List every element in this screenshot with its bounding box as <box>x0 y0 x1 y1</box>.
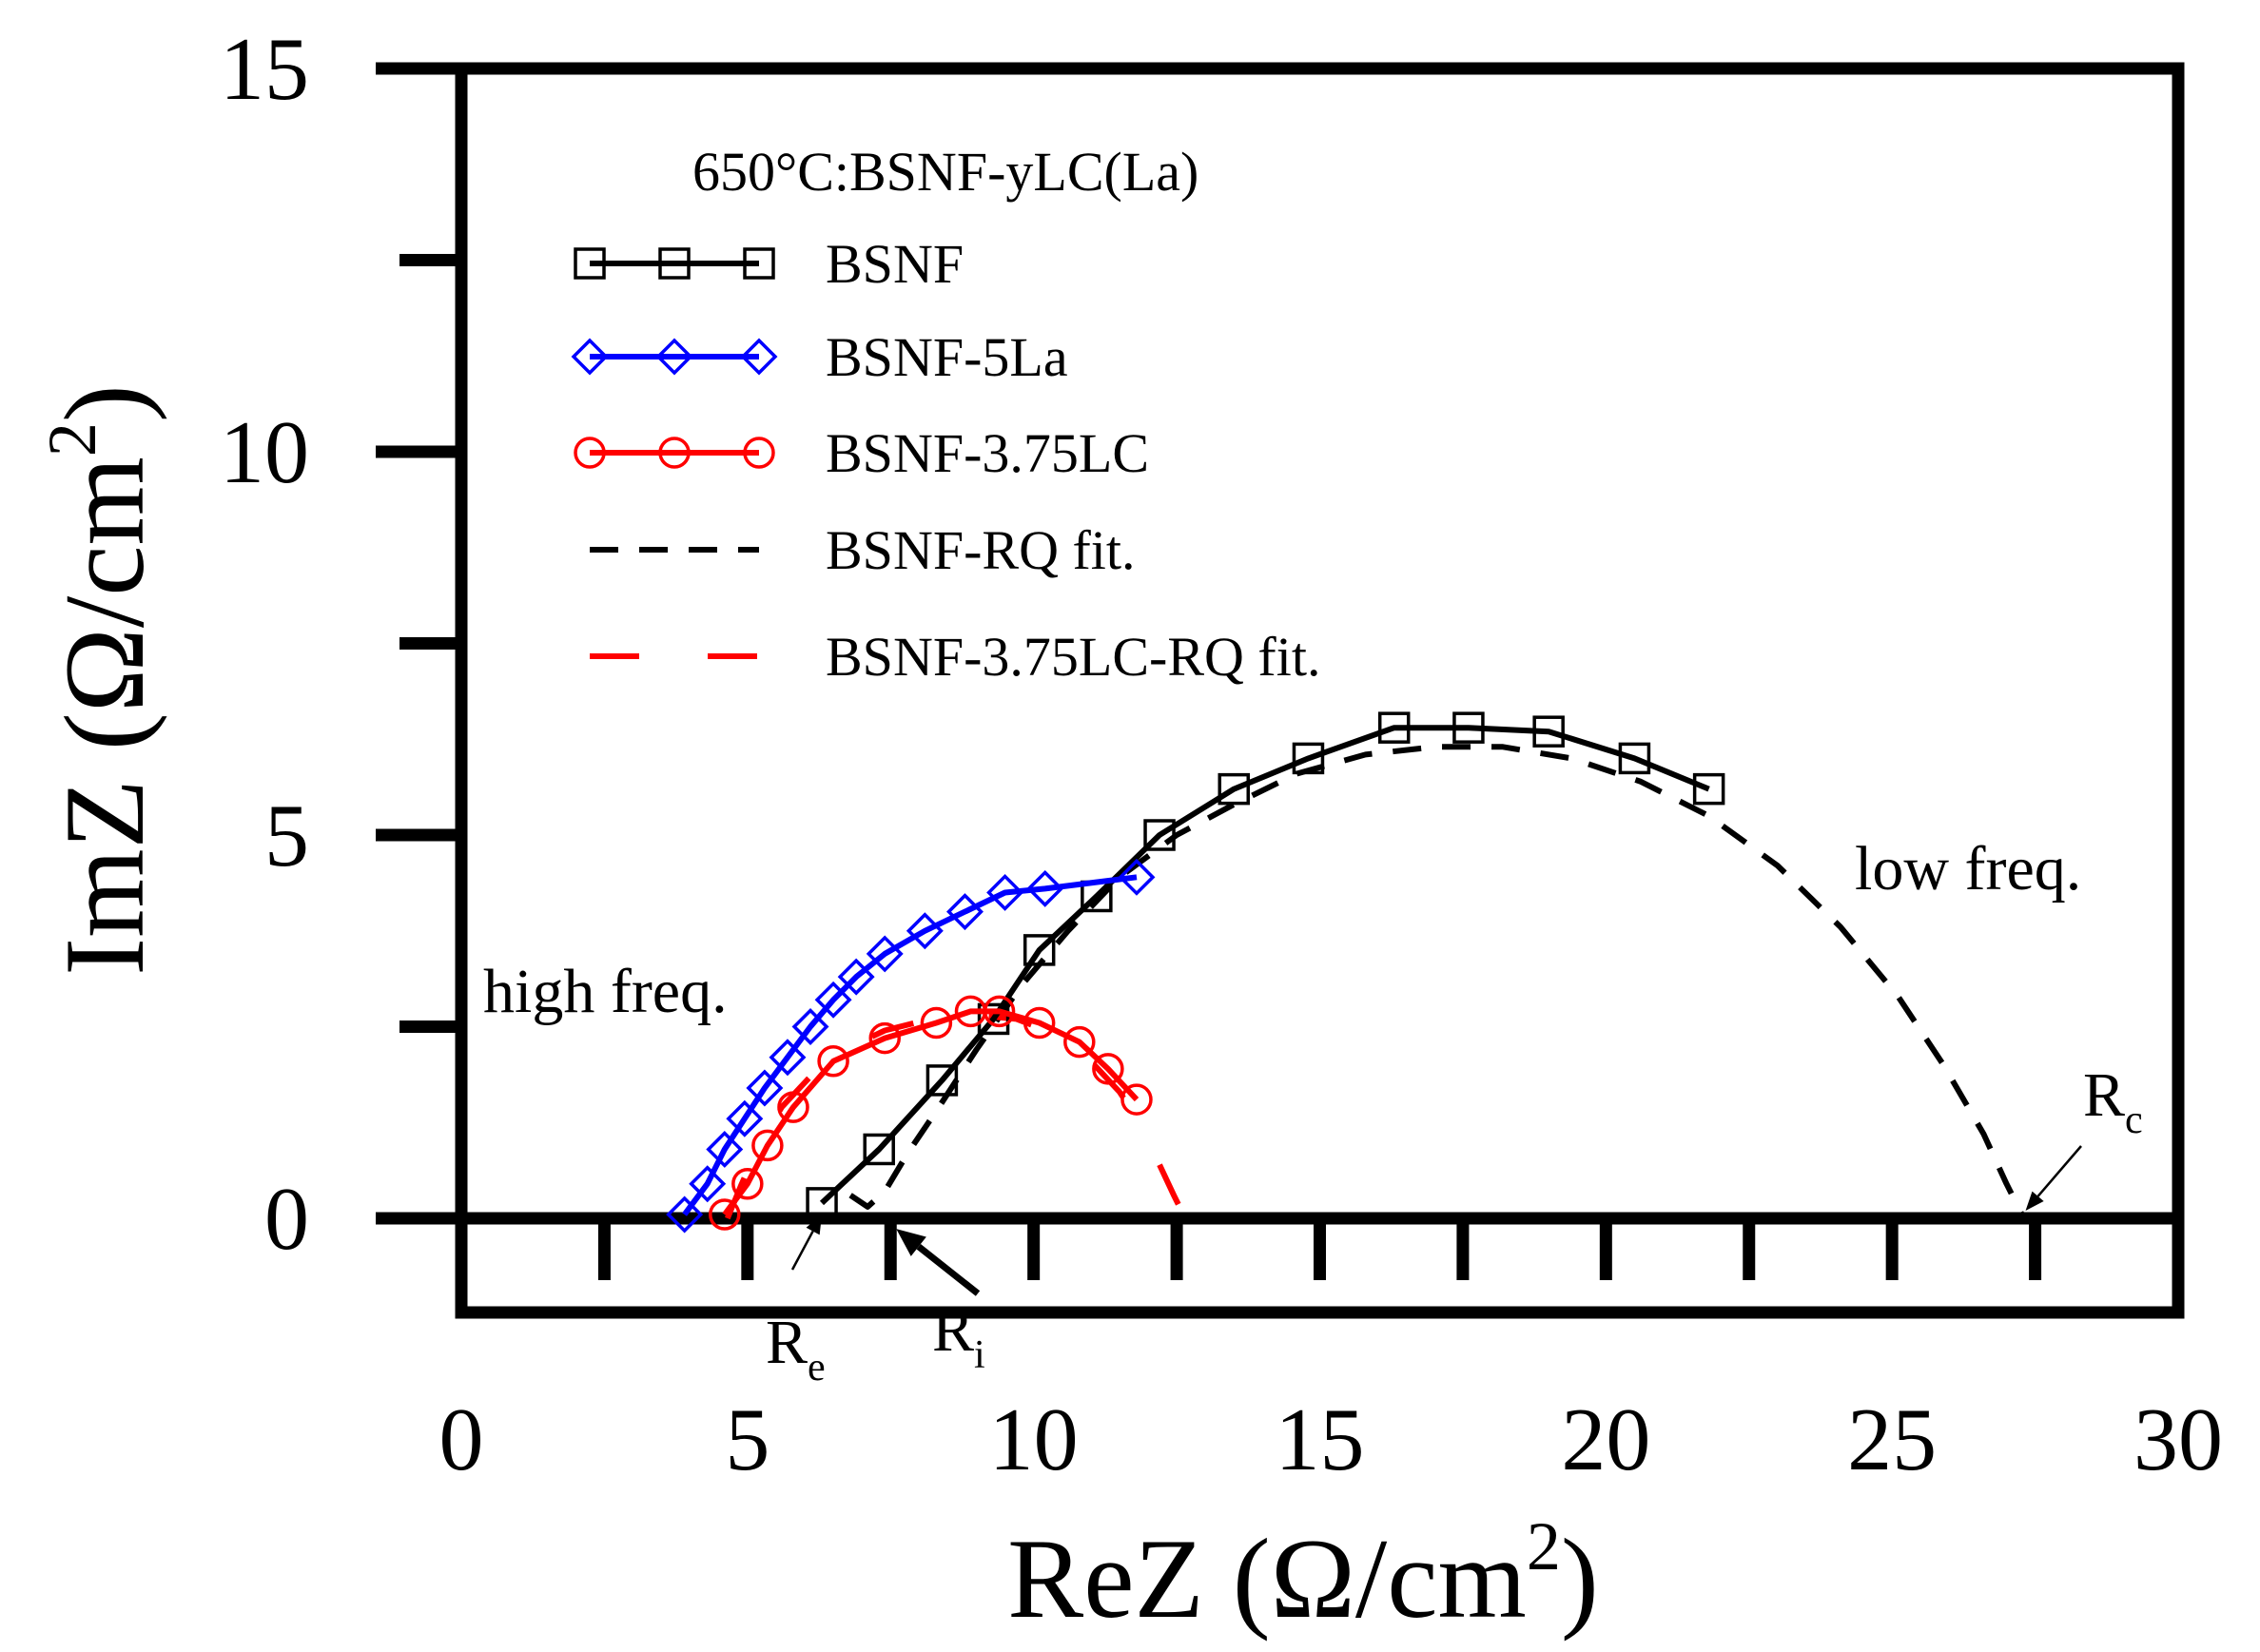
r-e-label: Re <box>766 1308 826 1390</box>
x-tick-label: 15 <box>1276 1390 1365 1489</box>
x-tick-label: 5 <box>725 1390 770 1489</box>
x-tick-label: 20 <box>1561 1390 1650 1489</box>
y-tick-label: 15 <box>220 20 309 119</box>
legend-label: BSNF-RQ fit. <box>826 519 1136 581</box>
data-point <box>863 1133 895 1166</box>
legend-item: BSNF-5La <box>571 326 1068 388</box>
data-point <box>706 1130 744 1168</box>
data-point <box>1092 1053 1124 1085</box>
data-point <box>1023 934 1056 966</box>
series-bsnf-rq-fit- <box>848 744 2027 1220</box>
legend: 650°C:BSNF-yLC(La) BSNF BSNF-5La BSNF-3.75… <box>571 141 1320 688</box>
legend-title: 650°C:BSNF-yLC(La) <box>692 141 1198 203</box>
legend-marker <box>743 247 775 280</box>
series-bsnf <box>806 711 1725 1219</box>
series-layer <box>666 711 2027 1234</box>
data-point <box>689 1165 727 1203</box>
plot-frame <box>376 62 2185 1319</box>
data-point <box>920 1006 953 1040</box>
data-point <box>709 1198 741 1231</box>
y-tick-label: 0 <box>264 1170 309 1269</box>
data-point <box>806 1187 838 1219</box>
y-axis-title: ImZ (Ω/cm2) <box>34 384 167 976</box>
data-point <box>983 995 1016 1028</box>
legend-label: BSNF-3.75LC <box>826 422 1149 484</box>
legend-marker <box>740 338 778 376</box>
data-point <box>945 893 984 931</box>
series-bsnf-3-75lc <box>709 995 1153 1231</box>
y-tick-label: 10 <box>220 403 309 502</box>
legend-item: BSNF <box>574 233 964 295</box>
legend-marker <box>743 437 775 469</box>
data-point <box>769 1039 807 1077</box>
r-e-arrow-line <box>790 1230 814 1271</box>
x-tick-label: 25 <box>1847 1390 1937 1489</box>
legend-marker <box>574 247 606 280</box>
plot-border <box>455 62 2185 1319</box>
data-point <box>1532 715 1565 748</box>
data-point <box>1218 772 1250 806</box>
data-point <box>666 1195 704 1234</box>
legend-marker <box>658 437 691 469</box>
legend-marker <box>574 437 606 469</box>
series-line <box>848 744 2027 1220</box>
r-e-arrowhead <box>806 1214 823 1235</box>
annotations: high freq. low freq. Re Ri Rc <box>483 834 2143 1390</box>
axis-tick-labels: 0 5 10 15 20 25 30 0 5 10 15 <box>220 20 2223 1489</box>
data-point <box>1118 858 1156 896</box>
data-point <box>868 1021 901 1055</box>
data-point <box>1120 1083 1153 1116</box>
data-point <box>791 1008 829 1045</box>
data-point <box>1452 711 1485 744</box>
data-point <box>837 958 875 996</box>
legend-item: BSNF-3.75LC-RQ fit. <box>590 626 1320 688</box>
data-point <box>925 1064 959 1097</box>
data-point <box>1377 711 1411 744</box>
data-point <box>906 912 944 950</box>
x-tick-label: 0 <box>439 1390 484 1489</box>
legend-label: BSNF-5La <box>826 326 1068 388</box>
r-i-arrow-line <box>916 1243 981 1296</box>
legend-marker <box>655 338 693 376</box>
legend-marker <box>571 338 609 376</box>
data-point <box>814 981 852 1019</box>
legend-label: BSNF <box>826 233 964 295</box>
series-line <box>722 1008 1140 1216</box>
data-point <box>1618 742 1651 775</box>
legend-item: BSNF-RQ fit. <box>590 519 1136 581</box>
data-point <box>1063 1025 1096 1059</box>
axis-ticks <box>376 62 2185 1280</box>
legend-marker <box>658 247 691 280</box>
legend-label: BSNF-3.75LC-RQ fit. <box>826 626 1320 688</box>
y-tick-label: 5 <box>264 787 309 885</box>
x-tick-label: 30 <box>2133 1390 2223 1489</box>
data-point <box>1023 1006 1056 1040</box>
data-point <box>1026 869 1064 907</box>
r-c-label: Rc <box>2083 1060 2143 1142</box>
series-bsnf-5la <box>666 858 1156 1234</box>
data-point <box>1292 742 1325 775</box>
data-point <box>866 935 904 973</box>
data-point <box>777 1091 809 1123</box>
data-point <box>986 873 1024 911</box>
data-point <box>1143 819 1176 851</box>
r-c-arrow-line <box>2036 1145 2082 1197</box>
low-freq-label: low freq. <box>1855 834 2081 904</box>
x-tick-label: 10 <box>989 1390 1079 1489</box>
data-point <box>726 1099 764 1137</box>
r-c-arrowhead <box>2025 1191 2044 1211</box>
data-point <box>751 1129 784 1162</box>
data-point <box>731 1167 764 1200</box>
r-i-label: Ri <box>932 1295 985 1377</box>
x-axis-title: ReZ (Ω/cm2) <box>1007 1508 1599 1642</box>
data-point <box>746 1069 784 1107</box>
data-point <box>817 1045 849 1078</box>
r-i-arrowhead <box>896 1229 926 1256</box>
legend-item: BSNF-3.75LC <box>574 422 1149 484</box>
data-point <box>977 1002 1010 1036</box>
data-point <box>1692 772 1725 806</box>
high-freq-label: high freq. <box>483 957 728 1026</box>
